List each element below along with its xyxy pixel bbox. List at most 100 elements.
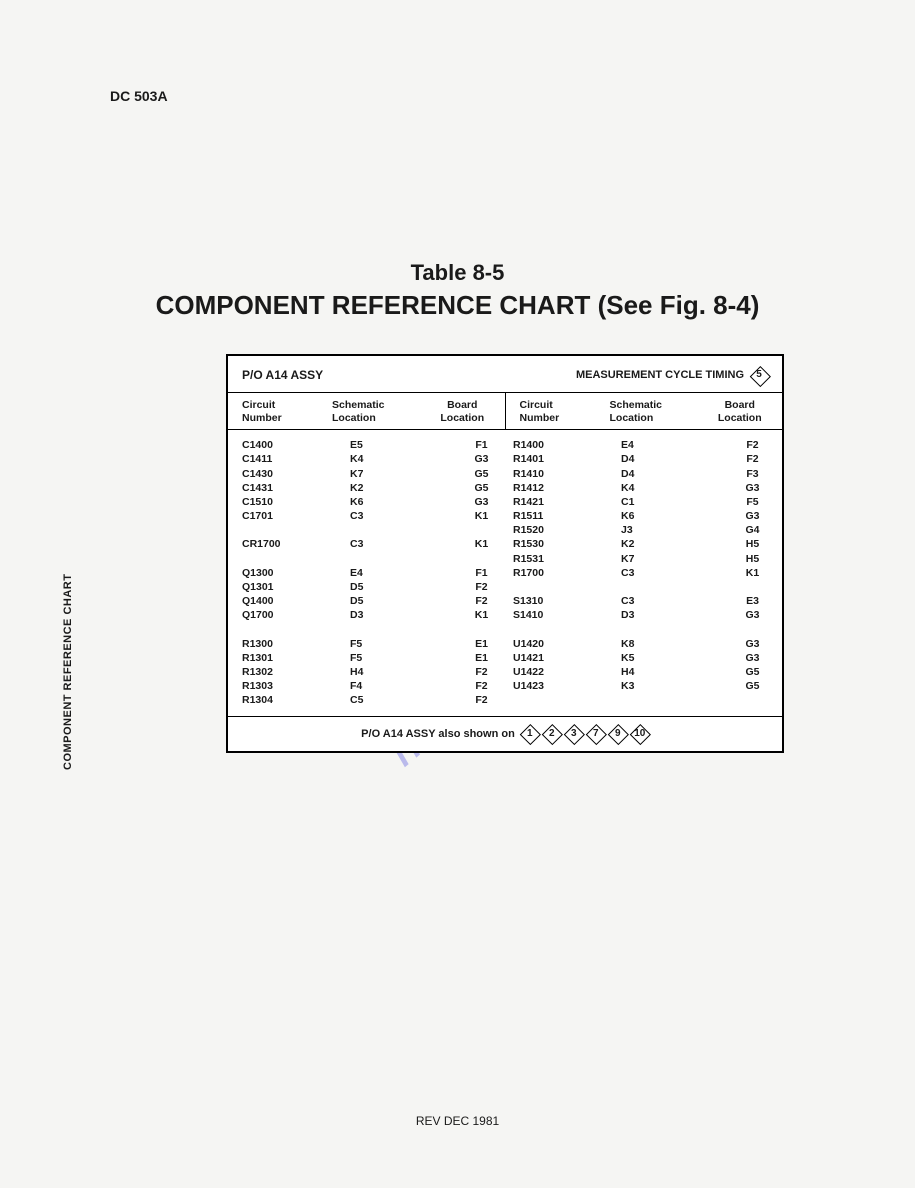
table-cell (464, 622, 499, 636)
table-cell: K1 (464, 608, 499, 622)
header-schematic-r-l1: Schematic (610, 399, 710, 412)
table-cell: R1520 (513, 523, 603, 537)
table-cell: G3 (735, 509, 770, 523)
table-cell (735, 622, 770, 636)
table-cell: E1 (464, 637, 499, 651)
table-cell: G4 (735, 523, 770, 537)
table-cell: C5 (350, 693, 450, 707)
table-cell: R1700 (513, 566, 603, 580)
diamond-icon: 3 (565, 725, 583, 743)
diamond-icon: 7 (587, 725, 605, 743)
table-cell: C3 (621, 566, 721, 580)
table-cell: G3 (735, 608, 770, 622)
table-cell: D4 (621, 467, 721, 481)
table-cell: R1531 (513, 552, 603, 566)
document-id: DC 503A (110, 88, 168, 104)
table-cell: E3 (735, 594, 770, 608)
header-schematic: Schematic Location (332, 399, 432, 425)
table-cell: R1511 (513, 509, 603, 523)
table-cell: E1 (464, 651, 499, 665)
header-circuit-l1: Circuit (242, 399, 332, 412)
table-cell: R1301 (242, 651, 332, 665)
table-cell (464, 552, 499, 566)
table-cell: C1701 (242, 509, 332, 523)
header-schematic-r: Schematic Location (610, 399, 710, 425)
header-board-r-l1: Board (710, 399, 771, 412)
table-cell: F2 (464, 693, 499, 707)
diamond-number: 9 (609, 725, 627, 743)
table-cell: E4 (350, 566, 450, 580)
table-cell: R1302 (242, 665, 332, 679)
table-cell: F3 (735, 467, 770, 481)
table-cell: K4 (350, 452, 450, 466)
diamond-icon: 1 (521, 725, 539, 743)
table-cell: U1423 (513, 679, 603, 693)
table-cell (242, 523, 332, 537)
table-cell: R1410 (513, 467, 603, 481)
table-cell: C3 (350, 509, 450, 523)
header-board: Board Location (432, 399, 493, 425)
table-cell: R1530 (513, 537, 603, 551)
table-cell: Q1300 (242, 566, 332, 580)
table-cell: D3 (621, 608, 721, 622)
measurement-text: MEASUREMENT CYCLE TIMING (576, 369, 744, 381)
column-headers-row: Circuit Number Schematic Location Board … (228, 393, 782, 430)
table-cell (350, 523, 450, 537)
table-cell: R1303 (242, 679, 332, 693)
data-area: C1400C1411C1430C1431C1510C1701 CR1700 Q1… (228, 430, 782, 715)
table-cell: F4 (350, 679, 450, 693)
measurement-label: MEASUREMENT CYCLE TIMING 5 (576, 366, 768, 384)
table-cell: E4 (621, 438, 721, 452)
diamond-number: 1 (521, 725, 539, 743)
table-cell: K2 (621, 537, 721, 551)
table-cell: Q1301 (242, 580, 332, 594)
box-header: P/O A14 ASSY MEASUREMENT CYCLE TIMING 5 (228, 356, 782, 393)
table-cell: D5 (350, 580, 450, 594)
table-cell: H4 (350, 665, 450, 679)
sidebar-tab-label: COMPONENT REFERENCE CHART (62, 574, 74, 770)
table-cell: F1 (464, 438, 499, 452)
header-circuit-r: Circuit Number (520, 399, 610, 425)
table-cell: C3 (621, 594, 721, 608)
table-cell (242, 622, 332, 636)
table-cell: E5 (350, 438, 450, 452)
table-cell: U1420 (513, 637, 603, 651)
table-cell: D4 (621, 452, 721, 466)
diamond-number: 2 (543, 725, 561, 743)
table-cell: CR1700 (242, 537, 332, 551)
header-circuit-l2: Number (242, 412, 332, 425)
left-header-block: Circuit Number Schematic Location Board … (228, 393, 506, 429)
table-cell: U1422 (513, 665, 603, 679)
diamond-icon: 10 (631, 725, 649, 743)
table-cell: K1 (464, 509, 499, 523)
table-cell: J3 (621, 523, 721, 537)
diamond-number: 10 (631, 725, 649, 743)
header-schematic-l2: Location (332, 412, 432, 425)
table-cell: K2 (350, 481, 450, 495)
table-cell: C3 (350, 537, 450, 551)
table-cell: Q1400 (242, 594, 332, 608)
table-cell: F2 (464, 665, 499, 679)
assy-label: P/O A14 ASSY (242, 368, 323, 382)
table-cell: H4 (621, 665, 721, 679)
table-cell (621, 580, 721, 594)
table-cell: C1400 (242, 438, 332, 452)
table-cell: F2 (735, 438, 770, 452)
table-cell: K5 (621, 651, 721, 665)
table-cell (242, 552, 332, 566)
header-circuit: Circuit Number (242, 399, 332, 425)
table-cell: K3 (621, 679, 721, 693)
revision-footer: REV DEC 1981 (0, 1114, 915, 1128)
diamond-number: 7 (587, 725, 605, 743)
table-cell: F5 (350, 651, 450, 665)
table-cell: G5 (464, 481, 499, 495)
table-cell: G3 (735, 637, 770, 651)
table-cell: G3 (464, 452, 499, 466)
header-schematic-l1: Schematic (332, 399, 432, 412)
table-cell: K1 (735, 566, 770, 580)
box-footer: P/O A14 ASSY also shown on 1237910 (228, 716, 782, 751)
table-cell: H5 (735, 537, 770, 551)
table-cell: F2 (464, 679, 499, 693)
header-circuit-r-l2: Number (520, 412, 610, 425)
header-board-r: Board Location (710, 399, 771, 425)
